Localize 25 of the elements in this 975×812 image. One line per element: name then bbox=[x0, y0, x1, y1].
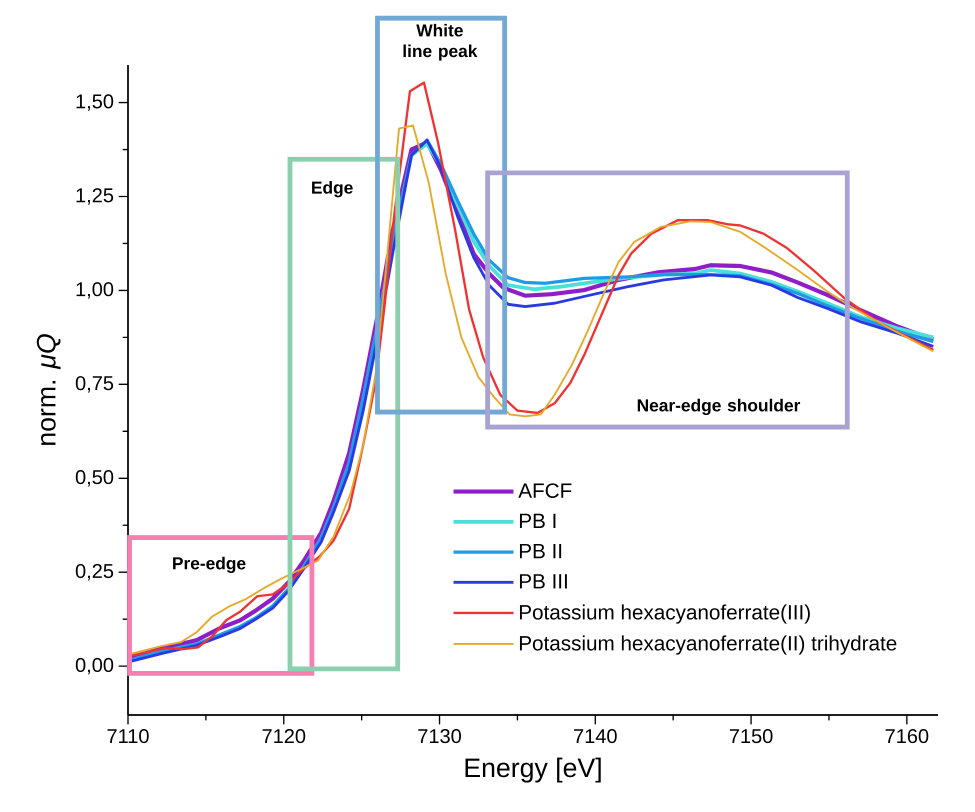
annotation: Pre-edge bbox=[173, 556, 246, 573]
x-tick-label: 7130 bbox=[418, 729, 461, 744]
legend-label: Potassium hexacyanoferrate(III) bbox=[520, 604, 810, 624]
annotation: Near-edge shoulder bbox=[638, 398, 800, 416]
y-tick-label: 0,50 bbox=[76, 470, 114, 487]
y-axis-title: norm. μQ bbox=[36, 334, 61, 445]
annotation: Edge bbox=[312, 181, 353, 198]
y-tick-label: 1,50 bbox=[76, 94, 114, 111]
x-tick-label: 7150 bbox=[730, 729, 773, 744]
x-tick-label: 7110 bbox=[108, 729, 149, 744]
legend-label: Potassium hexacyanoferrate(II) trihydrate bbox=[520, 635, 896, 655]
legend-label: PB II bbox=[520, 544, 562, 558]
legend-label: PB I bbox=[520, 514, 556, 528]
x-tick-label: 7120 bbox=[262, 729, 306, 744]
x-axis-title: Energy [eV] bbox=[466, 758, 601, 783]
y-tick-label: 0,25 bbox=[76, 564, 114, 580]
y-tick-label: 0,00 bbox=[76, 658, 114, 674]
y-tick-label: 1,00 bbox=[76, 282, 114, 299]
x-tick-label: 7160 bbox=[886, 729, 928, 744]
x-tick-label: 7140 bbox=[574, 729, 617, 744]
y-tick-label: 0,75 bbox=[76, 376, 114, 393]
legend-label: AFCF bbox=[518, 483, 572, 498]
legend-label: PB III bbox=[520, 574, 567, 588]
text: White line peak bbox=[403, 24, 478, 61]
y-tick-label: 1,25 bbox=[76, 188, 114, 205]
